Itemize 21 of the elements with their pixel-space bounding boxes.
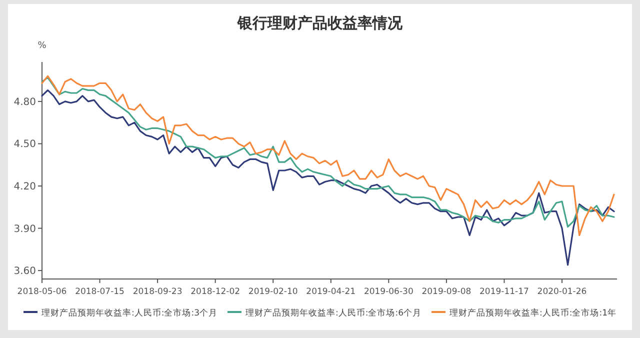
- x-tick-label: 2018-12-02: [190, 287, 240, 297]
- x-tick-label: 2019-06-30: [364, 287, 414, 297]
- x-tick-label: 2019-02-10: [248, 287, 298, 297]
- y-tick-label: 4.50: [14, 139, 36, 150]
- x-tick-label: 2019-04-21: [306, 287, 356, 297]
- x-tick-label: 2020-01-26: [537, 287, 587, 297]
- x-tick-label: 2018-05-06: [17, 287, 67, 297]
- x-tick-label: 2019-11-17: [480, 287, 529, 297]
- legend-label: 理财产品预期年收益率:人民币:全市场:3个月: [42, 308, 218, 318]
- chart-title: 银行理财产品收益率情况: [236, 14, 404, 32]
- line-series: [41, 89, 615, 266]
- x-tick-label: 2018-09-23: [132, 287, 182, 297]
- legend-label: 理财产品预期年收益率:人民币:全市场:6个月: [246, 308, 422, 318]
- legend-label: 理财产品预期年收益率:人民币:全市场:1年: [450, 308, 616, 318]
- y-tick-label: 4.20: [14, 182, 36, 192]
- y-tick-label: 4.80: [14, 96, 36, 108]
- x-tick-label: 2019-09-08: [422, 287, 472, 297]
- y-tick-label: 3.90: [14, 224, 36, 235]
- x-tick-label: 2018-07-15: [75, 287, 124, 297]
- y-axis-title: %: [38, 41, 47, 51]
- y-tick-label: 3.60: [14, 266, 36, 278]
